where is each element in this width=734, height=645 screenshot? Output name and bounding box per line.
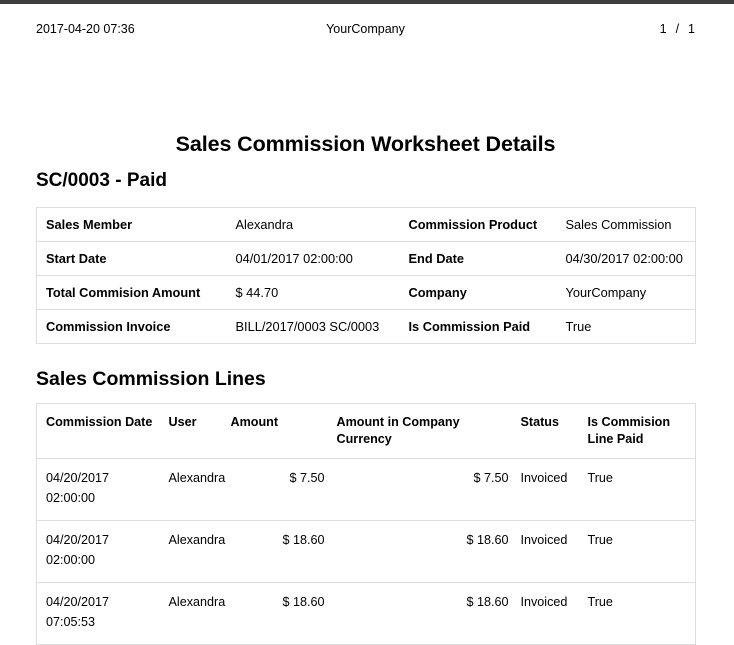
report-company-name: YourCompany bbox=[326, 22, 405, 36]
page-current: 1 bbox=[659, 22, 667, 36]
commission-lines-table: Commission Date User Amount Amount in Co… bbox=[36, 402, 696, 645]
cell-amount-company-currency: $ 7.50 bbox=[330, 457, 515, 522]
cell-commission-date: 04/20/2017 02:00:00 bbox=[36, 457, 163, 522]
page-title: Sales Commission Worksheet Details bbox=[175, 132, 556, 156]
detail-label: Company bbox=[400, 274, 558, 310]
table-row: 04/20/2017 02:00:00 Alexandra $ 18.60 $ 1… bbox=[36, 520, 696, 584]
cell-commission-date: 04/20/2017 02:00:00 bbox=[36, 520, 163, 584]
table-row: Commission Invoice BILL/2017/0003 SC/000… bbox=[36, 308, 696, 344]
worksheet-details-table: Sales Member Alexandra Commission Produc… bbox=[36, 206, 696, 344]
document-reference-heading: SC/0003 - Paid bbox=[36, 169, 167, 191]
cell-is-paid: True bbox=[581, 582, 696, 645]
detail-value: True bbox=[557, 308, 696, 344]
cell-amount-company-currency: $ 18.60 bbox=[330, 520, 515, 584]
page-total: 1 bbox=[688, 22, 695, 36]
cell-user: Alexandra bbox=[162, 582, 225, 645]
detail-label: Sales Member bbox=[36, 206, 228, 242]
report-body: Sales Commission Worksheet Details SC/00… bbox=[36, 132, 696, 645]
detail-label: Start Date bbox=[36, 240, 228, 276]
detail-label: Is Commission Paid bbox=[400, 308, 558, 344]
cell-commission-date: 04/20/2017 07:05:53 bbox=[36, 582, 163, 645]
cell-status: Invoiced bbox=[514, 520, 582, 584]
column-header-status: Status bbox=[514, 402, 582, 459]
detail-label: Commission Invoice bbox=[36, 308, 228, 344]
detail-value: YourCompany bbox=[557, 274, 696, 310]
detail-label: Total Commision Amount bbox=[36, 274, 228, 310]
detail-label: Commission Product bbox=[400, 206, 558, 242]
detail-label: End Date bbox=[400, 240, 558, 276]
detail-value: $ 44.70 bbox=[227, 274, 401, 310]
section-heading-commission-lines: Sales Commission Lines bbox=[36, 367, 266, 390]
column-header-is-commission-line-paid: Is Commision Line Paid bbox=[581, 402, 696, 459]
cell-amount: $ 7.50 bbox=[224, 457, 331, 522]
viewer-chrome-bar bbox=[0, 0, 734, 4]
report-page: 2017-04-20 07:36 YourCompany 1 / 1 Sales C… bbox=[0, 4, 734, 645]
page-indicator: 1 / 1 bbox=[660, 22, 695, 36]
report-running-header: 2017-04-20 07:36 YourCompany 1 / 1 bbox=[36, 22, 695, 42]
cell-status: Invoiced bbox=[514, 582, 582, 645]
cell-is-paid: True bbox=[581, 457, 696, 522]
cell-user: Alexandra bbox=[162, 520, 225, 584]
cell-amount-company-currency: $ 18.60 bbox=[330, 582, 515, 645]
cell-user: Alexandra bbox=[162, 457, 225, 522]
table-row: 04/20/2017 02:00:00 Alexandra $ 7.50 $ 7.… bbox=[36, 457, 696, 522]
detail-value: Sales Commission bbox=[557, 206, 696, 242]
detail-value: BILL/2017/0003 SC/0003 bbox=[227, 308, 401, 344]
table-row: Sales Member Alexandra Commission Produc… bbox=[36, 206, 696, 242]
column-header-amount: Amount bbox=[224, 402, 331, 459]
table-row: Total Commision Amount $ 44.70 Company Y… bbox=[36, 274, 696, 310]
column-header-user: User bbox=[162, 402, 225, 459]
column-header-amount-company-currency: Amount in Company Currency bbox=[330, 402, 515, 459]
cell-amount: $ 18.60 bbox=[224, 582, 331, 645]
cell-amount: $ 18.60 bbox=[224, 520, 331, 584]
detail-value: 04/30/2017 02:00:00 bbox=[557, 240, 696, 276]
table-row: Start Date 04/01/2017 02:00:00 End Date … bbox=[36, 240, 696, 276]
detail-value: 04/01/2017 02:00:00 bbox=[227, 240, 401, 276]
column-header-commission-date: Commission Date bbox=[36, 402, 163, 459]
cell-status: Invoiced bbox=[514, 457, 582, 522]
detail-value: Alexandra bbox=[227, 206, 401, 242]
cell-is-paid: True bbox=[581, 520, 696, 584]
table-row: 04/20/2017 07:05:53 Alexandra $ 18.60 $ 1… bbox=[36, 582, 696, 645]
report-timestamp: 2017-04-20 07:36 bbox=[36, 22, 135, 36]
table-header-row: Commission Date User Amount Amount in Co… bbox=[36, 402, 696, 459]
page-separator: / bbox=[675, 22, 680, 36]
